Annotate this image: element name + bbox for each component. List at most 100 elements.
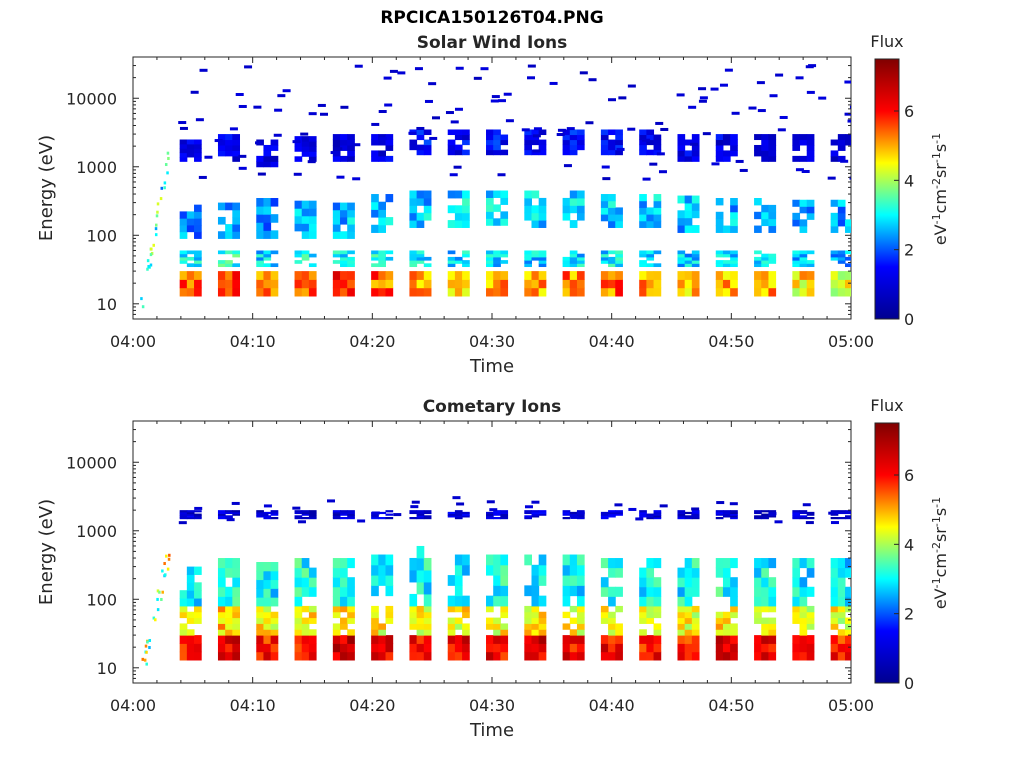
flux-cell — [263, 279, 272, 289]
flux-cell — [569, 129, 578, 136]
flux-cell — [409, 510, 418, 513]
flux-cell — [691, 271, 700, 280]
flux-cell — [340, 510, 348, 513]
flux-cell — [340, 605, 348, 613]
flux-cell — [256, 515, 264, 518]
flux-cell — [256, 617, 264, 624]
flux-cell — [576, 205, 585, 214]
flux-cell — [500, 635, 509, 644]
flux-cell — [569, 617, 578, 624]
flux-cell — [462, 629, 470, 636]
flux-cell — [500, 651, 509, 661]
flux-cell — [179, 271, 188, 280]
flux-cell — [837, 206, 846, 214]
flux-cell — [806, 651, 815, 661]
flux-cell — [576, 623, 585, 630]
x-tick-label: 04:00 — [110, 332, 156, 351]
flux-cell — [524, 516, 532, 520]
flux-cell — [715, 635, 724, 644]
flux-cell — [569, 575, 578, 586]
flux-cell — [317, 103, 326, 107]
flux-cell — [194, 204, 202, 212]
flux-cell — [423, 149, 432, 156]
flux-cell — [186, 218, 195, 226]
flux-cell — [409, 139, 418, 146]
flux-cell — [600, 279, 609, 289]
flux-cell — [761, 635, 769, 644]
flux-cell — [294, 208, 303, 217]
flux-cell — [194, 263, 202, 268]
flux-cell — [270, 279, 279, 289]
flux-cell — [729, 502, 738, 506]
flux-cell — [562, 271, 571, 280]
flux-cell — [684, 210, 693, 219]
flux-cell — [378, 224, 386, 233]
flux-cell — [774, 520, 783, 524]
flux-cell — [217, 250, 226, 255]
flux-cell — [646, 516, 655, 520]
flux-cell — [462, 564, 470, 576]
colorbar — [874, 58, 900, 320]
flux-cell — [332, 134, 341, 141]
flux-cell — [806, 586, 815, 597]
flux-cell — [332, 643, 341, 653]
flux-cell — [691, 623, 700, 630]
flux-cell — [562, 611, 571, 619]
flux-cell — [761, 516, 769, 520]
flux-cell — [378, 209, 386, 218]
flux-cell — [232, 586, 241, 597]
flux-cell — [385, 635, 394, 644]
flux-cell — [768, 134, 777, 141]
flux-cell — [256, 256, 264, 261]
flux-cell — [715, 271, 724, 280]
flux-cell — [332, 513, 341, 516]
flux-cell — [416, 545, 425, 559]
flux-cell — [576, 516, 585, 520]
flux-cell — [445, 111, 454, 115]
flux-cell — [754, 516, 762, 520]
flux-cell — [715, 279, 724, 289]
flux-cell — [722, 150, 731, 157]
flux-cell — [768, 211, 777, 220]
flux-cell — [232, 150, 241, 157]
flux-cell — [524, 623, 532, 630]
sweep-cell — [156, 202, 160, 206]
flux-cell — [569, 564, 578, 576]
flux-cell — [263, 629, 272, 636]
flux-cell — [615, 139, 623, 146]
sweep-cell — [140, 297, 143, 301]
flux-cell — [653, 605, 662, 613]
flux-cell — [837, 510, 846, 513]
flux-cell — [340, 209, 348, 218]
flux-cell — [270, 635, 279, 644]
flux-cell — [454, 595, 463, 607]
flux-cell — [524, 250, 532, 255]
sweep-cell — [166, 171, 169, 175]
flux-cell — [186, 143, 195, 149]
flux-cell — [462, 139, 470, 146]
flux-cell — [569, 554, 578, 566]
flux-cell — [761, 510, 769, 513]
flux-cell — [378, 217, 386, 226]
flux-cell — [653, 635, 662, 644]
flux-cell — [837, 511, 846, 515]
flux-cell — [225, 611, 233, 619]
flux-cell — [739, 168, 748, 172]
flux-cell — [845, 567, 851, 578]
flux-cell — [830, 611, 839, 619]
flux-cell — [409, 287, 418, 297]
flux-cell — [454, 134, 463, 141]
flux-cell — [217, 651, 226, 661]
flux-cell — [799, 611, 808, 619]
flux-cell — [562, 511, 571, 515]
flux-cell — [608, 513, 616, 516]
flux-cell — [371, 617, 379, 624]
flux-cell — [562, 149, 571, 156]
flux-cell — [531, 220, 540, 228]
flux-cell — [263, 263, 272, 268]
flux-cell — [715, 611, 724, 619]
flux-cell — [454, 190, 463, 199]
flux-cell — [646, 287, 655, 297]
flux-cell — [730, 144, 738, 151]
flux-cell — [639, 207, 647, 215]
